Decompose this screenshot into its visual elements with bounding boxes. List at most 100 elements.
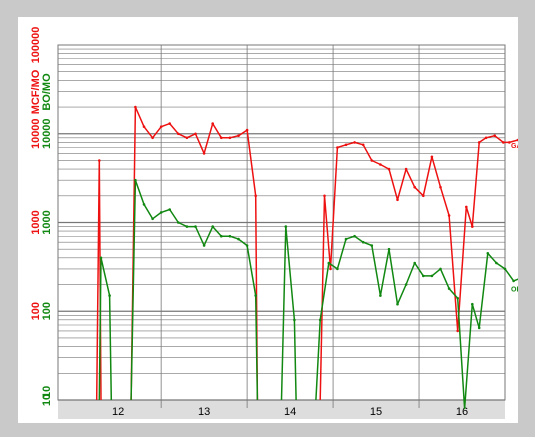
gas-point	[484, 136, 488, 140]
gas-point	[379, 163, 382, 166]
gas-point	[142, 125, 146, 128]
x-tick-label: 12	[112, 406, 124, 418]
oil-point	[142, 203, 146, 206]
oil-series	[98, 178, 518, 410]
oil-tick-label: 10	[41, 386, 53, 398]
oil-point	[185, 225, 189, 228]
oil-point	[413, 261, 417, 265]
gas-tick-label: 1000	[30, 210, 42, 234]
gas-point	[493, 134, 497, 137]
oil-point	[159, 211, 163, 214]
oil-point	[168, 208, 171, 211]
oil-point	[447, 287, 451, 290]
gas-axis-title: MCF/MO	[30, 69, 42, 114]
oil-point	[293, 318, 296, 322]
gas-point	[465, 205, 468, 209]
oil-line	[315, 235, 518, 410]
gas-point	[353, 141, 356, 144]
oil-series-label: OIL	[511, 287, 518, 294]
gas-point	[228, 136, 232, 140]
oil-point	[220, 234, 223, 238]
oil-point	[353, 234, 356, 238]
gas-point	[168, 122, 171, 125]
oil-point	[512, 279, 515, 283]
oil-tick-label: 100	[41, 302, 53, 320]
oil-point	[486, 252, 490, 255]
x-tick-label: 14	[284, 406, 296, 418]
gas-point	[361, 143, 365, 147]
gas-point	[159, 125, 163, 128]
gas-point	[98, 159, 101, 162]
grid	[58, 45, 505, 408]
oil-point	[99, 256, 103, 260]
oil-point	[370, 244, 374, 247]
gas-point	[211, 122, 214, 125]
oil-tick-label: 10	[41, 394, 53, 406]
oil-point	[194, 225, 197, 228]
oil-point	[237, 237, 240, 241]
gas-point	[430, 155, 434, 159]
oil-line	[280, 225, 297, 401]
oil-point	[477, 326, 481, 330]
gas-point	[177, 132, 180, 136]
gas-point	[471, 225, 474, 228]
gas-point	[134, 105, 137, 109]
oil-point	[344, 237, 348, 241]
gas-tick-label: 10000	[30, 118, 42, 149]
oil-point	[471, 302, 474, 306]
oil-point	[336, 267, 339, 271]
gas-point	[404, 167, 408, 171]
gas-point	[456, 329, 460, 333]
gas-line	[130, 106, 259, 401]
oil-point	[134, 178, 137, 182]
gas-point	[254, 194, 257, 198]
oil-point	[228, 234, 232, 238]
oil-tick-label: 1000	[41, 210, 53, 234]
gas-point	[370, 159, 374, 162]
oil-point	[456, 297, 460, 300]
x-tick-label: 13	[198, 406, 210, 418]
gas-point	[447, 214, 451, 217]
gas-point	[439, 185, 442, 189]
oil-point	[327, 261, 331, 265]
oil-point	[245, 244, 249, 247]
gas-point	[477, 141, 481, 144]
gas-point	[387, 167, 391, 171]
gas-point	[237, 134, 240, 137]
x-tick-label: 16	[456, 406, 468, 418]
gas-point	[336, 146, 339, 149]
oil-point	[284, 225, 288, 228]
oil-point	[108, 294, 111, 297]
gas-tick-label: 100000	[30, 27, 42, 64]
gas-series	[95, 105, 518, 401]
gas-point	[422, 194, 425, 198]
oil-tick-label: 10000	[41, 118, 53, 149]
gas-point	[185, 136, 189, 140]
gas-point	[508, 141, 511, 144]
oil-point	[422, 274, 425, 278]
oil-point	[430, 274, 434, 278]
gas-point	[151, 136, 154, 140]
oil-point	[254, 294, 257, 297]
gas-series-label: GAS	[511, 143, 518, 150]
gas-point	[516, 138, 518, 142]
oil-point	[495, 261, 498, 265]
production-chart: MCF/MO BO/MO 100 1000 10000 100000 10 100 1000 10…	[30, 27, 518, 419]
gas-point	[502, 141, 505, 144]
gas-point	[194, 132, 197, 136]
gas-point	[220, 136, 223, 140]
gas-point	[202, 152, 206, 155]
gas-point	[245, 128, 249, 132]
oil-axis-title: BO/MO	[41, 73, 53, 111]
gas-point	[329, 267, 332, 271]
oil-point	[396, 302, 399, 306]
oil-point	[318, 318, 322, 322]
oil-line	[130, 179, 259, 401]
oil-line	[98, 257, 113, 401]
gas-point	[396, 198, 399, 202]
gas-point	[413, 185, 417, 189]
oil-point	[211, 225, 214, 228]
oil-point	[177, 221, 180, 224]
gas-tick-label: 100	[30, 302, 42, 320]
